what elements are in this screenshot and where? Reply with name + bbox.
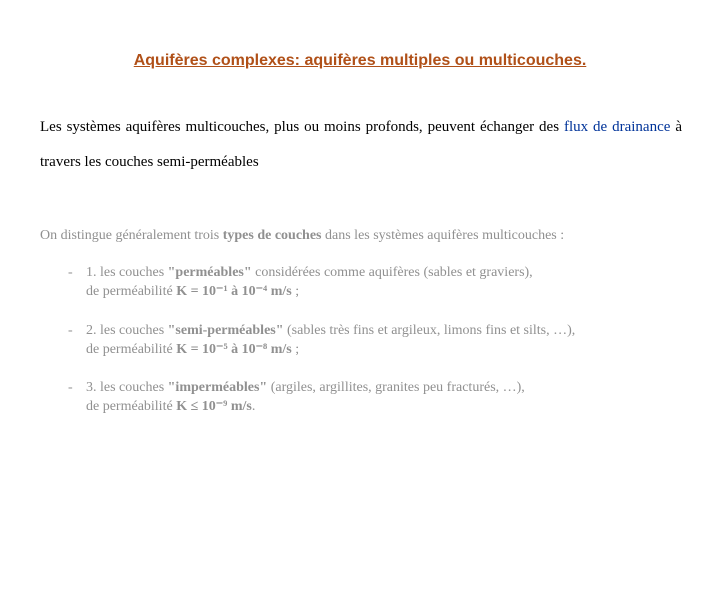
bullet-dash: - — [68, 379, 86, 417]
list-intro-bold: types de couches — [223, 228, 322, 243]
item-body: 2. les couches "semi-perméables" (sables… — [86, 322, 680, 360]
page-title: Aquifères complexes: aquifères multiples… — [0, 52, 720, 70]
item-tail: considérées comme aquifères (sables et g… — [252, 265, 533, 280]
item-line2b: ; — [292, 284, 299, 299]
intro-part1: Les systèmes aquifères multicouches, plu… — [40, 119, 564, 135]
item-prefix: 2. les couches — [86, 323, 168, 338]
item-quoted: "semi-perméables" — [168, 323, 284, 338]
item-k: K ≤ 10⁻⁹ m/s — [176, 399, 252, 414]
item-k: K = 10⁻¹ à 10⁻⁴ m/s — [176, 284, 292, 299]
flux-drainance-term: flux de drainance — [564, 119, 670, 135]
item-line2a: de perméabilité — [86, 342, 176, 357]
item-k: K = 10⁻⁵ à 10⁻⁸ m/s — [176, 342, 292, 357]
bullet-dash: - — [68, 264, 86, 302]
item-prefix: 3. les couches — [86, 380, 168, 395]
item-body: 1. les couches "perméables" considérées … — [86, 264, 680, 302]
list-intro: On distingue généralement trois types de… — [40, 227, 680, 246]
list-intro-c: dans les systèmes aquifères multicouches… — [322, 228, 565, 243]
list-intro-a: On distingue généralement trois — [40, 228, 223, 243]
item-body: 3. les couches "imperméables" (argiles, … — [86, 379, 680, 417]
layer-types-list: On distingue généralement trois types de… — [40, 227, 680, 417]
item-tail: (argiles, argillites, granites peu fract… — [267, 380, 525, 395]
item-quoted: "perméables" — [168, 265, 252, 280]
item-line2b: ; — [292, 342, 299, 357]
item-line2b: . — [252, 399, 256, 414]
bullet-dash: - — [68, 322, 86, 360]
list-item: - 2. les couches "semi-perméables" (sabl… — [40, 322, 680, 360]
item-quoted: "imperméables" — [168, 380, 268, 395]
intro-paragraph: Les systèmes aquifères multicouches, plu… — [40, 110, 682, 179]
item-line2a: de perméabilité — [86, 399, 176, 414]
list-item: - 1. les couches "perméables" considérée… — [40, 264, 680, 302]
list-item: - 3. les couches "imperméables" (argiles… — [40, 379, 680, 417]
item-line2a: de perméabilité — [86, 284, 176, 299]
item-prefix: 1. les couches — [86, 265, 168, 280]
item-tail: (sables très fins et argileux, limons fi… — [284, 323, 576, 338]
